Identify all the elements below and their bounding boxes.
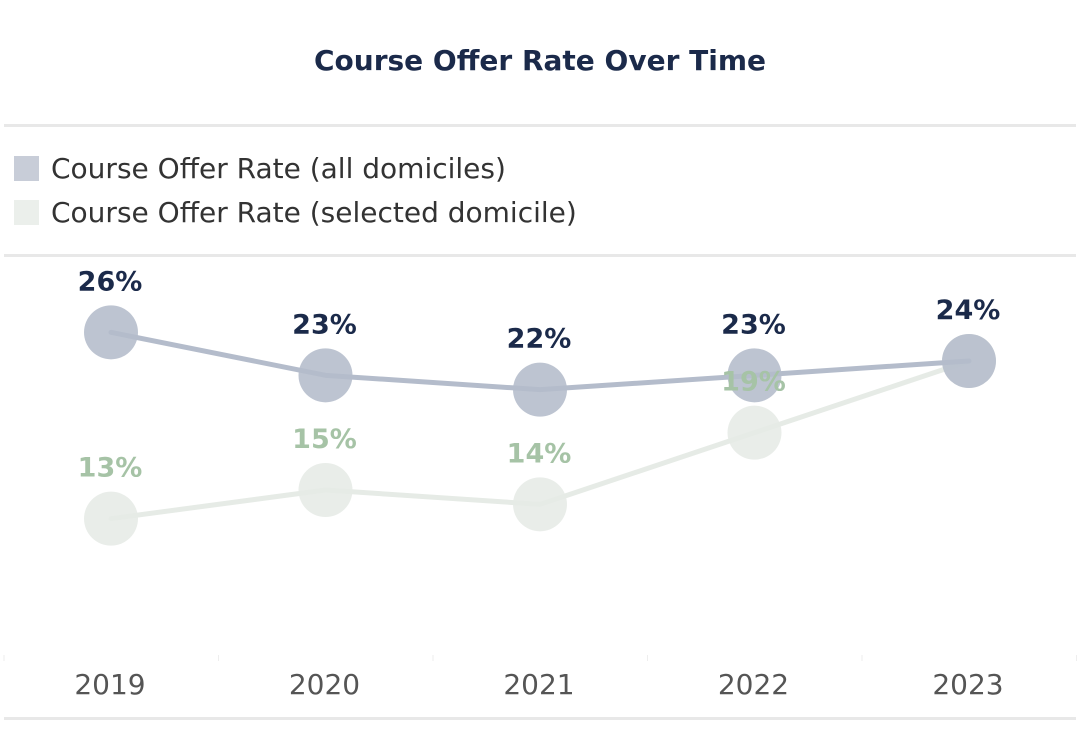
x-tick-label: 2019 bbox=[74, 668, 145, 701]
series-2-point bbox=[513, 477, 567, 532]
series-2-point bbox=[84, 491, 138, 546]
series-1-data-label: 26% bbox=[78, 266, 143, 297]
legend-swatch-selected-domicile bbox=[14, 199, 39, 225]
series-2-data-label: 14% bbox=[507, 438, 572, 469]
series-2-point bbox=[727, 405, 782, 460]
series-1-point bbox=[942, 334, 996, 388]
series-2-data-label: 15% bbox=[292, 424, 357, 455]
legend-label-all-domiciles: Course Offer Rate (all domiciles) bbox=[51, 151, 506, 185]
legend-item-all-domiciles[interactable]: Course Offer Rate (all domiciles) bbox=[14, 146, 577, 190]
series-2-data-label: 13% bbox=[78, 453, 143, 484]
series-1-data-label: 24% bbox=[936, 295, 1001, 326]
series-1-point bbox=[84, 305, 138, 360]
series-1-point bbox=[298, 348, 353, 403]
series-1-point bbox=[727, 348, 782, 403]
legend-label-selected-domicile: Course Offer Rate (selected domicile) bbox=[51, 195, 577, 229]
divider-top bbox=[4, 124, 1076, 127]
legend-swatch-all-domiciles bbox=[14, 155, 39, 181]
chart-title: Course Offer Rate Over Time bbox=[313, 44, 766, 77]
series-2-data-label: 19% bbox=[721, 367, 786, 398]
series-1-data-label: 23% bbox=[292, 309, 357, 340]
x-tick-label: 2021 bbox=[503, 668, 574, 701]
x-tick-label: 2020 bbox=[289, 668, 360, 701]
legend: Course Offer Rate (all domiciles) Course… bbox=[14, 146, 577, 234]
legend-item-selected-domicile[interactable]: Course Offer Rate (selected domicile) bbox=[14, 190, 577, 234]
series-2-point bbox=[298, 463, 353, 517]
series-1-point bbox=[513, 362, 567, 417]
x-tick-label: 2022 bbox=[718, 668, 789, 701]
series-1-data-label: 22% bbox=[507, 324, 572, 355]
x-tick-label: 2023 bbox=[932, 668, 1003, 701]
divider-bottom bbox=[4, 717, 1076, 720]
divider-legend bbox=[4, 254, 1076, 257]
series-1-data-label: 23% bbox=[721, 309, 786, 340]
